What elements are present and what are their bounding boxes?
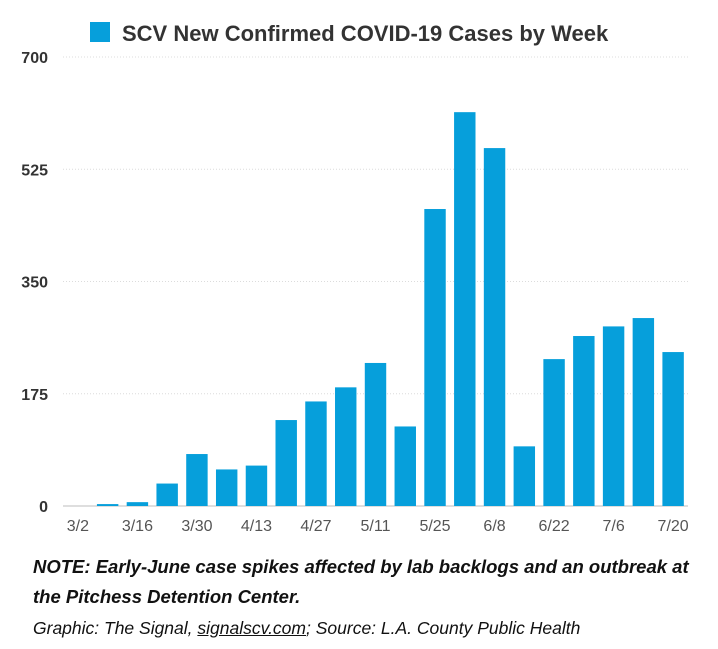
bar-7-13 [632,318,655,506]
x-tick-label: 4/13 [241,518,272,535]
y-axis-ticks: 0 175 350 525 700 [21,50,48,516]
x-tick-label: 5/11 [361,518,391,535]
y-tick-label: 700 [21,50,48,67]
bar-5-25 [424,209,446,506]
x-tick-label: 4/27 [300,518,331,535]
bar-3-16 [126,502,149,506]
x-tick-label: 7/20 [658,518,689,535]
bar-5-11 [364,362,387,506]
x-tick-label: 6/8 [483,518,505,535]
bar-4-27 [305,401,327,506]
bar-6-29 [573,336,595,506]
footnote: NOTE: Early-June case spikes affected by… [33,556,689,607]
bar-3-9 [96,504,119,506]
x-axis-ticks: 3/2 3/16 3/30 4/13 4/27 5/11 5/25 6/8 6/22 7/6 7/2… [67,518,689,535]
bar-6-15 [513,446,536,506]
bar-5-18 [394,426,416,506]
bar-6-1 [454,112,476,506]
x-tick-label: 7/6 [602,518,624,535]
credit-suffix: ; Source: L.A. County Public Health [306,618,581,638]
bar-7-6 [602,326,625,506]
chart-footer: NOTE: Early-June case spikes affected by… [33,552,693,642]
x-tick-label: 6/22 [538,518,569,535]
x-tick-label: 3/30 [181,518,212,535]
bar-5-4 [335,387,357,506]
bar-4-20 [275,420,297,506]
legend-label: SCV New Confirmed COVID-19 Cases by Week [122,21,609,46]
y-tick-label: 350 [21,275,48,292]
x-tick-label: 5/25 [419,518,450,535]
bar-3-30 [186,454,208,506]
bar-chart: 0 175 350 525 700 3/2 3/16 3/30 4/13 4/27 5/11 5/2… [21,21,689,535]
bar-7-20 [662,352,684,506]
credit-line: Graphic: The Signal, signalscv.com; Sour… [33,614,693,642]
bar-6-22 [543,359,565,506]
y-tick-label: 175 [21,387,48,404]
credit-prefix: Graphic: The Signal, [33,618,198,638]
bar-3-23 [156,483,178,506]
bar-4-6 [215,469,238,506]
x-tick-label: 3/2 [67,518,89,535]
legend-swatch [90,22,110,42]
y-tick-label: 0 [39,499,48,516]
bar-6-8 [483,148,506,506]
bar-4-13 [245,465,268,506]
x-tick-label: 3/16 [122,518,153,535]
legend: SCV New Confirmed COVID-19 Cases by Week [90,21,609,46]
y-tick-label: 525 [21,162,48,179]
credit-link[interactable]: signalscv.com [197,618,306,638]
bars [96,112,684,506]
